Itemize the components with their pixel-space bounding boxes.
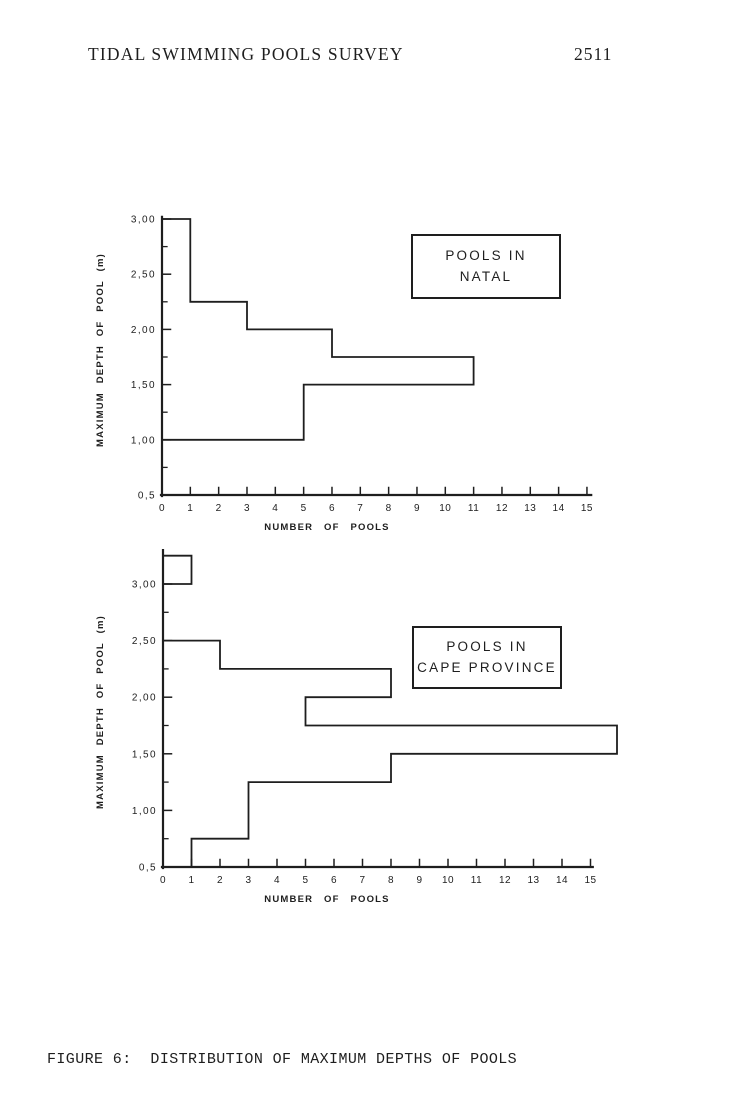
y-tick-label: 1,00 <box>132 806 157 817</box>
y-tick-label: 1,50 <box>131 380 156 391</box>
chart-pools-in-cape-province: 0 1 2 3 4 5 6 7 8 9 10 11 12 13 14 15 3,00 2,50 2,00 1,50 1,… <box>90 540 630 915</box>
x-tick-label: 14 <box>556 875 568 886</box>
axes <box>160 548 594 870</box>
y-tick-label: 0,5 <box>139 863 157 874</box>
y-axis-label: MAXIMUM DEPTH OF POOL (m) <box>95 615 106 809</box>
x-tick-label: 8 <box>388 875 394 886</box>
x-tick-label: 0 <box>159 503 165 514</box>
x-tick-label: 9 <box>416 875 422 886</box>
y-tick-label: 2,50 <box>131 270 156 281</box>
x-tick-label: 12 <box>499 875 511 886</box>
x-tick-label: 11 <box>468 503 479 514</box>
axis-text: 0 1 2 3 4 5 6 7 8 9 10 11 12 13 14 153,002,502,001,501,… <box>95 215 593 534</box>
x-tick-label: 15 <box>581 503 593 514</box>
chart-pools-in-natal: 0 1 2 3 4 5 6 7 8 9 10 11 12 13 14 15 3,00 2,50 2,00 1,50 1,… <box>90 190 630 540</box>
x-tick-label: 2 <box>216 503 222 514</box>
x-tick-label: 14 <box>553 503 565 514</box>
natal-histogram-svg: 0 1 2 3 4 5 6 7 8 9 10 11 12 13 14 153,002,502,001,501,… <box>95 215 593 534</box>
x-tick-label: 13 <box>527 875 539 886</box>
x-tick-label: 11 <box>471 875 482 886</box>
legend-natal-line1: POOLS IN <box>445 247 527 263</box>
x-tick-label: 10 <box>442 875 454 886</box>
x-tick-label: 2 <box>217 875 223 886</box>
y-tick-label: 1,00 <box>131 435 156 446</box>
cape-histogram-svg: 0 1 2 3 4 5 6 7 8 9 10 11 12 13 14 153,002,502,001,501,… <box>95 548 618 906</box>
running-head-title: TIDAL SWIMMING POOLS SURVEY <box>88 44 404 64</box>
y-tick-label: 1,50 <box>132 749 157 760</box>
x-tick-label: 10 <box>439 503 451 514</box>
axis-text: 0 1 2 3 4 5 6 7 8 9 10 11 12 13 14 153,002,502,001,501,… <box>95 580 596 906</box>
x-tick-label: 0 <box>160 875 166 886</box>
legend-natal-line2: NATAL <box>459 268 513 284</box>
figure-caption: FIGURE 6: DISTRIBUTION OF MAXIMUM DEPTHS… <box>47 1051 518 1068</box>
x-axis-label: NUMBER OF POOLS <box>264 522 389 533</box>
x-tick-label: 13 <box>524 503 536 514</box>
legend-cape-line2: CAPE PROVINCE <box>417 659 557 675</box>
x-tick-label: 7 <box>359 875 365 886</box>
y-tick-label: 2,00 <box>131 325 156 336</box>
x-axis-label: NUMBER OF POOLS <box>264 894 389 905</box>
x-tick-label: 9 <box>414 503 420 514</box>
x-tick-label: 15 <box>584 875 596 886</box>
x-tick-label: 8 <box>386 503 392 514</box>
histogram-outline <box>162 554 618 868</box>
y-tick-label: 3,00 <box>131 215 156 226</box>
y-tick-label: 0,5 <box>138 491 156 502</box>
y-tick-label: 3,00 <box>132 580 157 591</box>
x-tick-label: 4 <box>274 875 280 886</box>
x-tick-label: 1 <box>187 503 193 514</box>
x-tick-label: 6 <box>331 875 337 886</box>
legend-cape-line1: POOLS IN <box>446 638 528 654</box>
x-tick-label: 12 <box>496 503 508 514</box>
page-number: 2511 <box>574 44 613 64</box>
legend-natal: POOLS IN NATAL <box>411 234 561 299</box>
y-tick-label: 2,50 <box>132 636 157 647</box>
histogram-outline <box>161 218 475 496</box>
x-tick-label: 5 <box>302 875 308 886</box>
x-tick-label: 6 <box>329 503 335 514</box>
y-tick-label: 2,00 <box>132 693 157 704</box>
legend-cape-province: POOLS IN CAPE PROVINCE <box>412 626 562 689</box>
y-axis-label: MAXIMUM DEPTH OF POOL (m) <box>95 253 106 447</box>
x-tick-label: 3 <box>245 875 251 886</box>
x-tick-label: 3 <box>244 503 250 514</box>
x-tick-label: 1 <box>188 875 194 886</box>
x-tick-label: 7 <box>357 503 363 514</box>
x-tick-label: 5 <box>301 503 307 514</box>
x-tick-label: 4 <box>272 503 278 514</box>
